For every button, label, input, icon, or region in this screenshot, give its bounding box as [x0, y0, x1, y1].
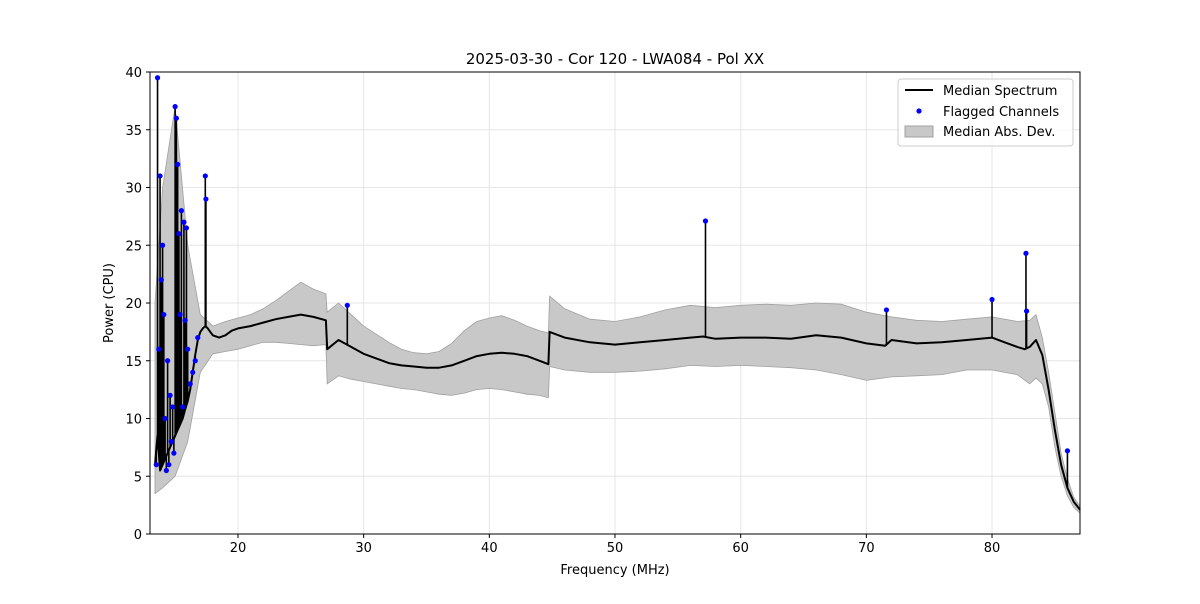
y-axis-ticks: 0 5 10 15 20 25 30 35 40 [125, 66, 150, 543]
y-axis-label: Power (CPU) [102, 263, 117, 343]
flagged-channel-point [154, 75, 161, 81]
flagged-channel-point [1023, 308, 1030, 314]
flagged-channel-point [157, 173, 163, 179]
flagged-channel-point [187, 381, 193, 387]
flagged-channel-point [159, 242, 166, 248]
flagged-channel-point [170, 404, 176, 410]
flagged-channel-point [190, 369, 196, 375]
y-tick-label: 30 [125, 182, 142, 197]
y-tick-label: 5 [134, 470, 142, 485]
flagged-channel-point [173, 115, 179, 121]
flagged-channel-point [182, 317, 188, 323]
x-tick-label: 70 [858, 541, 875, 556]
x-axis-label: Frequency (MHz) [560, 563, 669, 578]
flagged-channel-point [166, 462, 172, 468]
x-tick-label: 20 [230, 541, 247, 556]
x-axis-ticks: 20 30 40 50 60 70 80 [230, 534, 1001, 556]
x-tick-label: 40 [481, 541, 498, 556]
flagged-channel-point [162, 415, 168, 422]
legend-box [897, 78, 1074, 147]
legend-mad-label: Median Abs. Dev. [943, 125, 1055, 140]
flagged-channel-point [158, 277, 164, 283]
flagged-channel-point [1064, 448, 1071, 454]
flagged-channel-point [172, 104, 178, 110]
flagged-channel-point [883, 307, 890, 313]
x-tick-label: 30 [355, 541, 372, 556]
flagged-channel-point [177, 311, 183, 318]
flagged-channel-point [702, 218, 709, 224]
flagged-channel-point [153, 462, 159, 468]
flagged-channel-point [156, 346, 162, 352]
x-tick-label: 80 [984, 541, 1001, 556]
flagged-channel-point [989, 296, 995, 303]
flagged-channel-point [161, 311, 167, 318]
flagged-channel-point [171, 450, 177, 456]
flagged-channel-point [344, 302, 350, 308]
flagged-channel-point [203, 196, 209, 202]
y-tick-label: 35 [125, 124, 142, 139]
flagged-channels-points [153, 75, 1071, 488]
flagged-channel-point [164, 358, 171, 364]
y-tick-label: 15 [125, 355, 142, 370]
legend-flagged-label: Flagged Channels [943, 105, 1059, 120]
legend-flagged-swatch [916, 108, 922, 114]
x-tick-label: 60 [732, 541, 749, 556]
flagged-channel-point [202, 173, 208, 179]
flagged-channel-point [163, 467, 169, 474]
y-tick-label: 40 [125, 66, 142, 81]
flagged-channel-point [176, 231, 182, 237]
y-tick-label: 20 [125, 297, 142, 312]
flagged-channel-point [181, 219, 187, 225]
legend-mad-swatch [904, 125, 934, 138]
flagged-channel-point [192, 358, 198, 364]
flagged-channel-point [168, 439, 174, 445]
flagged-channel-point [180, 404, 186, 410]
flagged-channel-point [185, 346, 191, 352]
legend: Median Spectrum Flagged Channels Median … [897, 78, 1074, 147]
flagged-channel-point [178, 208, 185, 214]
flagged-channel-point [175, 161, 181, 167]
flagged-channel-point [1023, 250, 1029, 256]
flagged-channel-point [167, 392, 173, 398]
chart-title: 2025-03-30 - Cor 120 - LWA084 - Pol XX [466, 50, 764, 68]
legend-median-label: Median Spectrum [943, 84, 1057, 99]
y-tick-label: 0 [134, 528, 142, 543]
x-tick-label: 50 [607, 541, 624, 556]
y-tick-label: 10 [125, 413, 142, 428]
y-tick-label: 25 [125, 239, 142, 254]
flagged-channel-point [183, 225, 190, 231]
flagged-channel-point [195, 335, 201, 341]
